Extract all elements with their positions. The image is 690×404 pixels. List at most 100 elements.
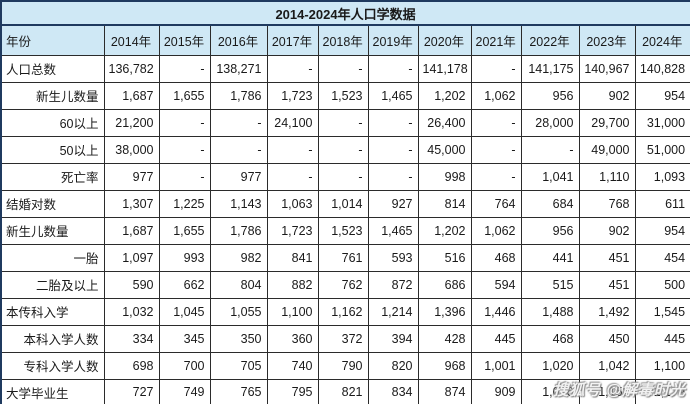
value-cell: - [470, 162, 522, 191]
value-cell: 968 [417, 351, 472, 380]
year-header-cell: 2024年 [634, 24, 690, 56]
value-cell: 1,523 [317, 216, 369, 245]
table-row: 大学毕业生 727 749 765 795 821 834 874 909 1,076 1,158 1… [0, 378, 690, 404]
value-cell: 1,687 [103, 216, 160, 245]
value-cell: 1,488 [520, 297, 580, 326]
value-cell: 1,100 [266, 297, 319, 326]
table-row: 结婚对数 1,307 1,225 1,143 1,063 1,014 927 814 764 68… [0, 189, 690, 218]
value-cell: 1,723 [266, 216, 319, 245]
value-cell: 136,782 [103, 54, 160, 83]
value-cell: 662 [158, 270, 211, 299]
row-label: 结婚对数 [0, 189, 105, 218]
year-header-cell: 2022年 [520, 24, 580, 56]
value-cell: 334 [103, 324, 160, 353]
table-row: 新生儿数量 1,687 1,655 1,786 1,723 1,523 1,465 1,202… [0, 81, 690, 110]
value-cell: 1,100 [634, 351, 690, 380]
value-cell: 1,001 [470, 351, 522, 380]
value-cell: 1,465 [367, 81, 419, 110]
value-cell: 954 [634, 216, 690, 245]
row-label: 新生儿数量 [0, 81, 105, 110]
value-cell: - [266, 162, 319, 191]
value-cell: 998 [417, 162, 472, 191]
value-cell: 51,000 [634, 135, 690, 164]
value-cell: 1,225 [158, 189, 211, 218]
value-cell: 820 [367, 351, 419, 380]
value-cell: 1,162 [317, 297, 369, 326]
value-cell: 1,020 [520, 351, 580, 380]
row-label: 一胎 [0, 243, 105, 272]
year-header-cell: 2019年 [367, 24, 419, 56]
row-label: 本传科入学 [0, 297, 105, 326]
row-label: 大学毕业生 [0, 378, 105, 404]
table-title: 2014-2024年人口学数据 [0, 0, 690, 26]
value-cell: - [367, 108, 419, 137]
year-header-cell: 2015年 [158, 24, 211, 56]
value-cell: - [470, 54, 522, 83]
value-cell: 684 [520, 189, 580, 218]
value-cell: 749 [158, 378, 211, 404]
value-cell: - [266, 135, 319, 164]
value-cell: - [470, 135, 522, 164]
value-cell: 982 [209, 243, 268, 272]
value-cell: 790 [317, 351, 369, 380]
value-cell: 24,100 [266, 108, 319, 137]
table-row: 二胎及以上 590 662 804 882 762 872 686 594 515 451 500 [0, 270, 690, 299]
row-label: 本科入学人数 [0, 324, 105, 353]
value-cell: 26,400 [417, 108, 472, 137]
value-cell: 451 [578, 243, 636, 272]
value-cell: 1,045 [158, 297, 211, 326]
value-cell: 141,178 [417, 54, 472, 83]
value-cell: 140,828 [634, 54, 690, 83]
row-label: 专科入学人数 [0, 351, 105, 380]
value-cell: 21,200 [103, 108, 160, 137]
value-cell: - [158, 135, 211, 164]
value-cell: 500 [634, 270, 690, 299]
value-cell: 515 [520, 270, 580, 299]
value-cell: - [158, 54, 211, 83]
value-cell: 593 [367, 243, 419, 272]
value-cell: 1,055 [209, 297, 268, 326]
value-cell: 428 [417, 324, 472, 353]
year-header-cell: 2014年 [103, 24, 160, 56]
value-cell: 841 [266, 243, 319, 272]
value-cell: 956 [520, 81, 580, 110]
value-cell: 764 [470, 189, 522, 218]
value-cell: 821 [317, 378, 369, 404]
row-label: 新生儿数量 [0, 216, 105, 245]
value-cell: 1,523 [317, 81, 369, 110]
table-row: 60以上 21,200- -24,100- -26,400-28,000 29,700 3… [0, 108, 690, 137]
value-cell: 1,465 [367, 216, 419, 245]
value-cell: 1,179 [634, 378, 690, 404]
value-cell: 1,042 [578, 351, 636, 380]
value-cell: - [367, 54, 419, 83]
value-cell: - [470, 108, 522, 137]
value-cell: 611 [634, 189, 690, 218]
value-cell: 686 [417, 270, 472, 299]
row-label: 人口总数 [0, 54, 105, 83]
value-cell: 1,110 [578, 162, 636, 191]
value-cell: 956 [520, 216, 580, 245]
value-cell: - [317, 54, 369, 83]
value-cell: - [317, 162, 369, 191]
value-cell: 345 [158, 324, 211, 353]
value-cell: 993 [158, 243, 211, 272]
value-cell: 1,093 [634, 162, 690, 191]
value-cell: 909 [470, 378, 522, 404]
value-cell: 761 [317, 243, 369, 272]
value-cell: 1,143 [209, 189, 268, 218]
table-row: 一胎 1,097 993 982 841 761 593 516 468 441 451 454 [0, 243, 690, 272]
value-cell: 1,214 [367, 297, 419, 326]
value-cell: - [520, 135, 580, 164]
table-row: 50以上 38,000- - - - -45,000- -49,000 51,000 [0, 135, 690, 164]
value-cell: - [209, 108, 268, 137]
value-cell: 1,202 [417, 216, 472, 245]
value-cell: 795 [266, 378, 319, 404]
value-cell: 441 [520, 243, 580, 272]
value-cell: 705 [209, 351, 268, 380]
value-cell: 804 [209, 270, 268, 299]
value-cell: 141,175 [520, 54, 580, 83]
value-cell: 1,545 [634, 297, 690, 326]
value-cell: 902 [578, 81, 636, 110]
value-cell: 977 [103, 162, 160, 191]
value-cell: 1,014 [317, 189, 369, 218]
